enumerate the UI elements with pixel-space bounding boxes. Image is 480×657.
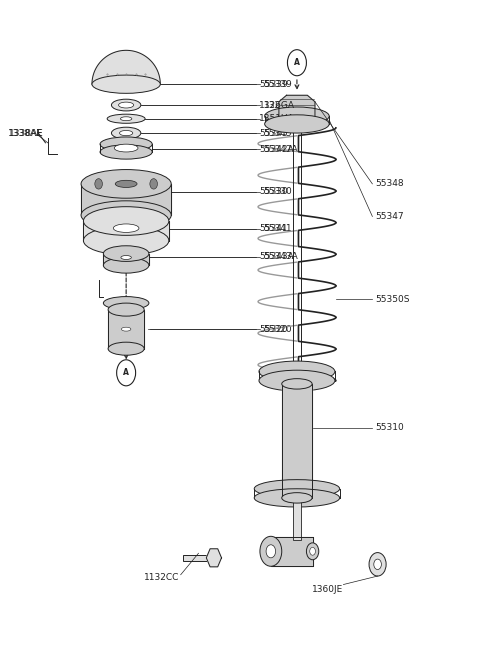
Polygon shape: [279, 95, 315, 120]
Polygon shape: [103, 254, 149, 265]
Bar: [183, 555, 214, 561]
Text: 55350S: 55350S: [375, 295, 410, 304]
Circle shape: [374, 559, 382, 570]
Ellipse shape: [111, 99, 141, 111]
Circle shape: [150, 179, 157, 189]
Ellipse shape: [282, 378, 312, 389]
Ellipse shape: [81, 170, 171, 198]
Circle shape: [117, 360, 136, 386]
Text: 1338AE: 1338AE: [8, 129, 42, 137]
Text: 55320: 55320: [259, 325, 288, 334]
Polygon shape: [81, 184, 171, 215]
Text: 55343A: 55343A: [259, 252, 294, 261]
Text: 1326GA: 1326GA: [264, 101, 300, 110]
Text: 1132CC: 1132CC: [144, 573, 180, 582]
Text: 1351UA: 1351UA: [264, 114, 300, 124]
Polygon shape: [92, 51, 160, 84]
Ellipse shape: [108, 342, 144, 355]
Ellipse shape: [264, 115, 329, 133]
Ellipse shape: [100, 145, 152, 159]
Ellipse shape: [108, 303, 144, 316]
Text: 55339: 55339: [264, 79, 292, 89]
Ellipse shape: [259, 361, 335, 382]
Text: 55345: 55345: [259, 129, 288, 137]
Text: 1351UA: 1351UA: [259, 114, 295, 124]
Ellipse shape: [120, 117, 132, 121]
Ellipse shape: [254, 480, 340, 498]
Ellipse shape: [81, 201, 171, 229]
Polygon shape: [108, 309, 144, 349]
Circle shape: [260, 536, 282, 566]
Text: 55330: 55330: [259, 187, 288, 196]
Ellipse shape: [259, 370, 335, 391]
Ellipse shape: [120, 131, 133, 136]
Text: 55342A: 55342A: [259, 145, 294, 154]
Text: 55320: 55320: [264, 325, 292, 334]
Text: 55310: 55310: [375, 423, 404, 432]
Ellipse shape: [115, 180, 137, 187]
Text: 1360JE: 1360JE: [312, 585, 343, 593]
Ellipse shape: [119, 102, 134, 108]
Polygon shape: [282, 384, 312, 498]
Circle shape: [369, 553, 386, 576]
Ellipse shape: [100, 137, 152, 151]
Polygon shape: [206, 549, 221, 567]
Ellipse shape: [103, 246, 149, 261]
Ellipse shape: [107, 114, 145, 124]
Ellipse shape: [92, 75, 160, 93]
Polygon shape: [84, 221, 169, 240]
Text: 55345: 55345: [264, 129, 292, 137]
Text: A: A: [123, 369, 129, 377]
Ellipse shape: [84, 226, 169, 255]
Ellipse shape: [103, 296, 149, 309]
Text: 55347: 55347: [375, 212, 404, 221]
Text: A: A: [294, 58, 300, 67]
Ellipse shape: [111, 127, 141, 139]
Ellipse shape: [121, 256, 132, 260]
Text: 55341: 55341: [264, 224, 292, 233]
Circle shape: [306, 543, 319, 560]
Ellipse shape: [113, 224, 139, 233]
Text: 55342A: 55342A: [264, 145, 299, 154]
Ellipse shape: [264, 107, 329, 125]
Text: 55339: 55339: [259, 79, 288, 89]
Bar: [293, 498, 301, 540]
Polygon shape: [271, 537, 312, 566]
Ellipse shape: [254, 489, 340, 507]
Ellipse shape: [282, 493, 312, 503]
Circle shape: [310, 547, 315, 555]
Ellipse shape: [114, 144, 138, 152]
Circle shape: [95, 179, 102, 189]
Text: 55343A: 55343A: [264, 252, 299, 261]
Text: 1338AE: 1338AE: [9, 129, 43, 137]
Circle shape: [288, 50, 306, 76]
Ellipse shape: [84, 207, 169, 235]
Text: 55330: 55330: [264, 187, 292, 196]
Text: 55348: 55348: [375, 179, 404, 189]
Circle shape: [266, 545, 276, 558]
Text: 1326GA: 1326GA: [259, 101, 295, 110]
Ellipse shape: [121, 327, 131, 331]
Ellipse shape: [103, 258, 149, 273]
Text: 55341: 55341: [259, 224, 288, 233]
